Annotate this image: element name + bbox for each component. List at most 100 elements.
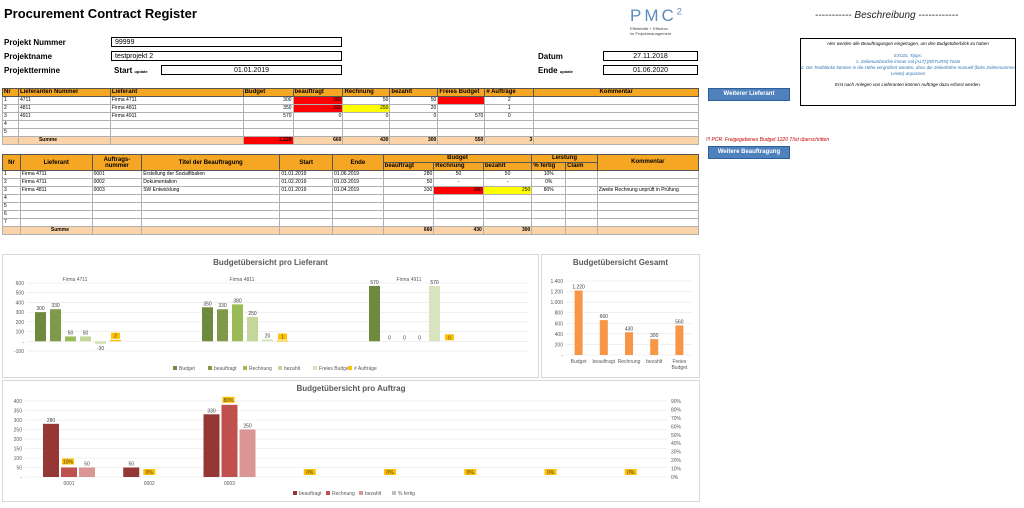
table-cell[interactable] — [565, 186, 598, 195]
table-cell[interactable] — [17, 128, 111, 137]
table-cell[interactable]: 5 — [2, 202, 21, 211]
table-cell[interactable] — [332, 218, 384, 227]
table-cell[interactable] — [433, 218, 484, 227]
table-cell[interactable] — [382, 218, 435, 227]
table-cell[interactable] — [279, 202, 334, 211]
table-cell[interactable] — [531, 218, 567, 227]
table-cell[interactable] — [141, 210, 281, 219]
table-row[interactable]: 6 — [2, 210, 700, 219]
table-cell[interactable]: 0002 — [91, 178, 143, 187]
table-cell[interactable]: Firma 4711 — [19, 170, 93, 179]
table-row[interactable]: 7 — [2, 218, 700, 227]
table-cell[interactable] — [533, 112, 699, 121]
table-cell[interactable] — [565, 194, 598, 203]
table-cell[interactable] — [292, 120, 344, 129]
table-cell[interactable]: Firma 4811 — [109, 104, 244, 113]
table-cell[interactable] — [565, 210, 598, 219]
table-cell[interactable]: 01.01.2019 — [279, 186, 334, 195]
table-cell[interactable] — [533, 96, 699, 105]
table-cell[interactable] — [382, 202, 435, 211]
table-cell[interactable] — [437, 96, 486, 105]
table-cell[interactable] — [596, 202, 700, 211]
table-cell[interactable]: 50 — [482, 170, 533, 179]
table-cell[interactable] — [91, 194, 143, 203]
table-cell[interactable]: 7 — [2, 218, 21, 227]
table-cell[interactable] — [596, 170, 700, 179]
table-cell[interactable] — [141, 218, 281, 227]
table-row[interactable]: 1 Firma 4711 0001 Erstellung der Sozialfiba… — [2, 170, 700, 179]
table-cell[interactable] — [437, 104, 486, 113]
table-cell[interactable] — [382, 194, 435, 203]
table-cell[interactable]: 0 — [292, 112, 344, 121]
table-cell[interactable]: 01.02.2019 — [279, 178, 334, 187]
table-cell[interactable]: 0001 — [91, 170, 143, 179]
table-cell[interactable] — [533, 120, 699, 129]
table-cell[interactable] — [109, 128, 244, 137]
table-cell[interactable] — [332, 194, 384, 203]
table-cell[interactable] — [19, 194, 93, 203]
table-cell[interactable]: 380 — [433, 186, 484, 195]
table-cell[interactable] — [531, 202, 567, 211]
table-cell[interactable]: - — [433, 178, 484, 187]
table-cell[interactable]: 570 — [242, 112, 294, 121]
table-cell[interactable] — [389, 120, 439, 129]
weitere-beauftragung-button[interactable]: Weitere Beauftragung — [708, 146, 790, 159]
projekt-nummer-field[interactable]: 99999 — [111, 37, 342, 47]
table-cell[interactable]: 330 — [382, 186, 435, 195]
table-cell[interactable] — [141, 202, 281, 211]
table-cell[interactable] — [141, 194, 281, 203]
table-cell[interactable] — [19, 218, 93, 227]
table-cell[interactable] — [279, 218, 334, 227]
table-cell[interactable]: 0 — [484, 112, 535, 121]
table-cell[interactable] — [596, 218, 700, 227]
table-cell[interactable]: 01.01.2019 — [279, 170, 334, 179]
table-cell[interactable]: 50 — [382, 178, 435, 187]
table-cell[interactable] — [596, 178, 700, 187]
table-cell[interactable]: 01.03.2019 — [332, 178, 384, 187]
table-cell[interactable]: 2 — [2, 104, 19, 113]
table-cell[interactable] — [342, 120, 391, 129]
table-cell[interactable] — [332, 210, 384, 219]
table-cell[interactable]: Firma 4711 — [19, 178, 93, 187]
table-row[interactable]: 3 4911 Firma 4911 570 0 0 0 570 0 — [2, 112, 699, 121]
table-cell[interactable] — [437, 120, 486, 129]
table-cell[interactable]: 3 — [2, 186, 21, 195]
table-cell[interactable]: 0 — [342, 112, 391, 121]
table-cell[interactable]: Dokumentation — [141, 178, 281, 187]
table-cell[interactable]: 330 — [292, 104, 344, 113]
table-cell[interactable] — [533, 128, 699, 137]
table-cell[interactable]: 4 — [2, 120, 19, 129]
table-cell[interactable] — [482, 202, 533, 211]
table-cell[interactable] — [433, 194, 484, 203]
table-cell[interactable] — [484, 120, 535, 129]
table-cell[interactable] — [91, 202, 143, 211]
table-cell[interactable]: 0% — [531, 178, 567, 187]
table-cell[interactable]: 01.06.2019 — [332, 170, 384, 179]
table-cell[interactable]: Erstellung der Sozialfibalien — [141, 170, 281, 179]
table-cell[interactable] — [109, 120, 244, 129]
table-cell[interactable] — [242, 120, 294, 129]
table-cell[interactable] — [596, 194, 700, 203]
table-row[interactable]: 5 — [2, 128, 699, 137]
table-cell[interactable]: 0003 — [91, 186, 143, 195]
table-cell[interactable]: 0 — [389, 112, 439, 121]
table-cell[interactable] — [484, 128, 535, 137]
table-cell[interactable]: Zweite Rechnung unprüft in Prüfung — [596, 186, 700, 195]
table-cell[interactable] — [19, 202, 93, 211]
table-cell[interactable]: 2 — [484, 96, 535, 105]
table-cell[interactable] — [389, 128, 439, 137]
table-cell[interactable]: 250 — [342, 104, 391, 113]
table-cell[interactable] — [565, 170, 598, 179]
table-cell[interactable]: 4711 — [17, 96, 111, 105]
table-cell[interactable]: 80% — [531, 186, 567, 195]
table-row[interactable]: 1 4711 Firma 4711 300 380 50 50 2 — [2, 96, 699, 105]
weiterer-lieferant-button[interactable]: Weiterer Lieferant — [708, 88, 790, 101]
start-date-field[interactable]: 01.01.2019 — [161, 65, 342, 75]
table-cell[interactable]: 1 — [2, 170, 21, 179]
table-cell[interactable]: 50 — [433, 170, 484, 179]
table-cell[interactable] — [531, 194, 567, 203]
table-cell[interactable] — [433, 210, 484, 219]
table-cell[interactable] — [596, 210, 700, 219]
table-cell[interactable] — [292, 128, 344, 137]
table-row[interactable]: 2 Firma 4711 0002 Dokumentation 01.02.2019 01… — [2, 178, 700, 187]
